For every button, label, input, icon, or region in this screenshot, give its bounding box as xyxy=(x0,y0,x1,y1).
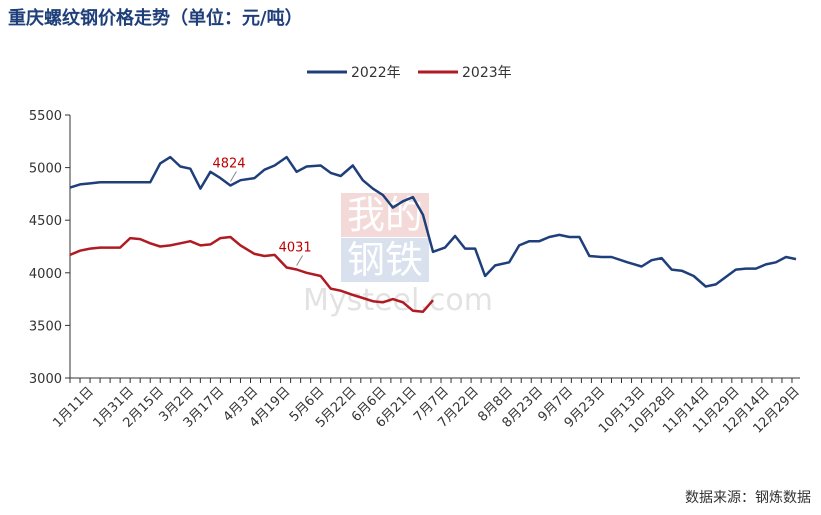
legend: 2022年 2023年 xyxy=(307,65,512,81)
y-tick-label: 5500 xyxy=(29,109,62,124)
y-tick-label: 4000 xyxy=(29,267,62,282)
legend-label-2022: 2022年 xyxy=(351,65,401,81)
series-layer xyxy=(69,155,797,313)
y-tick-label: 3000 xyxy=(29,372,62,387)
watermark-text-middle: 钢铁 xyxy=(347,238,423,282)
annotation-label: 4824 xyxy=(212,156,245,171)
annotation-leader xyxy=(230,171,237,182)
series-line-2023 xyxy=(69,235,434,313)
annotation-label: 4031 xyxy=(279,241,312,256)
watermark-text-top: 我的 xyxy=(347,193,423,237)
annotation-layer: 4824 4031 xyxy=(212,156,312,266)
legend-label-2023: 2023年 xyxy=(462,65,512,81)
y-tick-label: 5000 xyxy=(29,162,62,177)
annotation-leader xyxy=(296,255,304,266)
x-axis: 1月11日1月31日2月15日3月2日3月17日4月3日4月19日5月6日5月2… xyxy=(50,377,803,437)
x-tick-label: 1月11日 xyxy=(50,384,97,431)
y-axis: 3000 3500 4000 4500 5000 5500 xyxy=(29,109,71,387)
y-tick-label: 3500 xyxy=(29,319,62,334)
watermark-block-middle xyxy=(341,238,429,282)
series-line-2022 xyxy=(69,155,797,288)
source-note: 数据来源：钢炼数据 xyxy=(685,490,811,506)
chart-title: 重庆螺纹钢价格走势（单位：元/吨） xyxy=(8,8,303,29)
y-tick-label: 4500 xyxy=(29,214,62,229)
